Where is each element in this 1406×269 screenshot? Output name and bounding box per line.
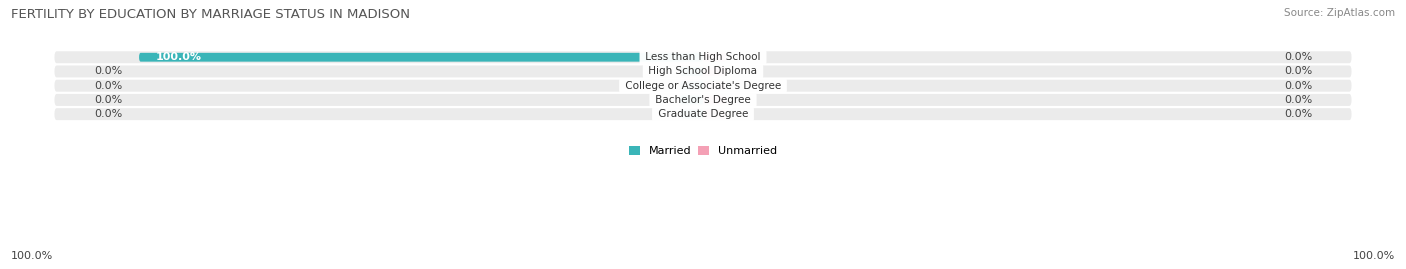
- Text: 0.0%: 0.0%: [1284, 95, 1312, 105]
- FancyBboxPatch shape: [703, 110, 725, 119]
- Text: 0.0%: 0.0%: [94, 81, 122, 91]
- FancyBboxPatch shape: [681, 67, 703, 76]
- FancyBboxPatch shape: [703, 67, 725, 76]
- FancyBboxPatch shape: [681, 95, 703, 104]
- Text: 100.0%: 100.0%: [156, 52, 202, 62]
- Text: Source: ZipAtlas.com: Source: ZipAtlas.com: [1284, 8, 1395, 18]
- Text: Graduate Degree: Graduate Degree: [655, 109, 751, 119]
- Text: 0.0%: 0.0%: [1284, 52, 1312, 62]
- Legend: Married, Unmarried: Married, Unmarried: [624, 141, 782, 161]
- Text: 0.0%: 0.0%: [94, 95, 122, 105]
- Text: 0.0%: 0.0%: [94, 109, 122, 119]
- FancyBboxPatch shape: [55, 65, 1351, 77]
- Text: 0.0%: 0.0%: [1284, 66, 1312, 76]
- FancyBboxPatch shape: [55, 51, 1351, 63]
- FancyBboxPatch shape: [55, 94, 1351, 106]
- Text: FERTILITY BY EDUCATION BY MARRIAGE STATUS IN MADISON: FERTILITY BY EDUCATION BY MARRIAGE STATU…: [11, 8, 411, 21]
- Text: College or Associate's Degree: College or Associate's Degree: [621, 81, 785, 91]
- FancyBboxPatch shape: [703, 95, 725, 104]
- FancyBboxPatch shape: [55, 80, 1351, 92]
- FancyBboxPatch shape: [681, 81, 703, 90]
- Text: Bachelor's Degree: Bachelor's Degree: [652, 95, 754, 105]
- FancyBboxPatch shape: [681, 110, 703, 119]
- Text: 100.0%: 100.0%: [1353, 251, 1395, 261]
- Text: 0.0%: 0.0%: [1284, 109, 1312, 119]
- Text: 0.0%: 0.0%: [94, 66, 122, 76]
- Text: High School Diploma: High School Diploma: [645, 66, 761, 76]
- Text: 0.0%: 0.0%: [1284, 81, 1312, 91]
- Text: 100.0%: 100.0%: [11, 251, 53, 261]
- FancyBboxPatch shape: [703, 53, 725, 62]
- FancyBboxPatch shape: [703, 81, 725, 90]
- FancyBboxPatch shape: [55, 108, 1351, 120]
- Text: Less than High School: Less than High School: [643, 52, 763, 62]
- FancyBboxPatch shape: [139, 53, 703, 62]
